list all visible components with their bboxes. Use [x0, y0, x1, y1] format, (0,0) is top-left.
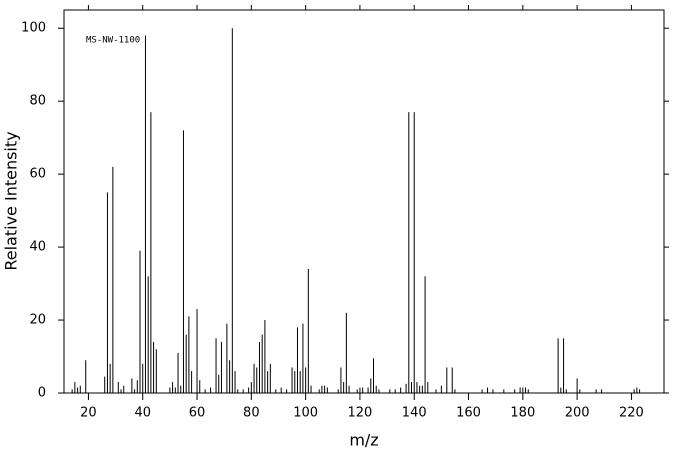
y-axis-title: Relative Intensity	[2, 131, 21, 270]
y-tick-label: 60	[29, 167, 46, 182]
x-tick-label: 100	[293, 406, 318, 421]
x-tick-label: 200	[565, 406, 590, 421]
x-axis-title: m/z	[349, 431, 378, 450]
x-tick-label: 120	[348, 406, 373, 421]
x-tick-label: 20	[80, 406, 97, 421]
plot-frame	[63, 9, 665, 394]
x-tick-label: 40	[134, 406, 151, 421]
x-tick-label: 160	[456, 406, 481, 421]
y-tick-label: 80	[29, 94, 46, 109]
y-tick-label: 0	[38, 386, 46, 401]
x-tick-label: 60	[189, 406, 206, 421]
x-tick-label: 180	[510, 406, 535, 421]
annotation: MS-NW-1100	[86, 36, 140, 46]
x-tick-label: 140	[402, 406, 427, 421]
y-tick-label: 20	[29, 313, 46, 328]
x-tick-label: 220	[619, 406, 644, 421]
y-tick-label: 40	[29, 240, 46, 255]
y-tick-label: 100	[21, 21, 46, 36]
x-tick-label: 80	[243, 406, 260, 421]
